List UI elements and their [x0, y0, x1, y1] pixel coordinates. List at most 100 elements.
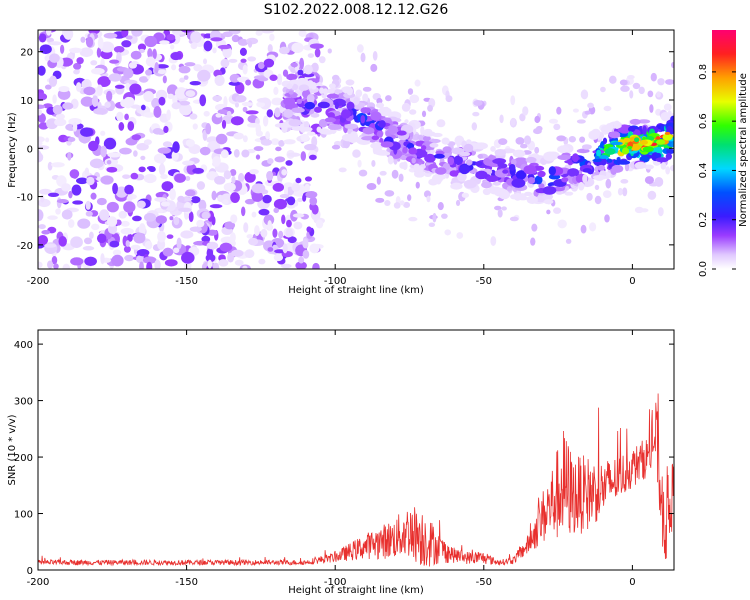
heatmap-cell: [69, 47, 83, 53]
heatmap-cell: [298, 256, 305, 264]
heatmap-cell: [144, 35, 158, 48]
heatmap-cell: [513, 157, 528, 165]
heatmap-cell: [269, 74, 278, 82]
heatmap-cell: [193, 64, 203, 72]
heatmap-cell: [38, 150, 42, 162]
heatmap-cell: [669, 164, 674, 172]
heatmap-cell: [302, 126, 313, 132]
heatmap-cell: [327, 48, 332, 54]
heatmap-cell: [537, 170, 546, 178]
heatmap-cell: [267, 44, 273, 53]
heatmap-cell: [241, 149, 250, 158]
heatmap-cell: [481, 181, 492, 189]
heatmap-cell: [428, 222, 436, 228]
heatmap-cell: [38, 122, 49, 130]
colorbar-tick-label: 0.8: [698, 64, 709, 80]
heatmap-cell: [245, 110, 259, 115]
heatmap-cell: [51, 162, 65, 168]
heatmap-cell: [328, 83, 336, 89]
heatmap-cell: [298, 30, 307, 37]
heatmap-cell: [486, 175, 499, 182]
heatmap-cell: [332, 74, 340, 82]
heatmap-cell: [513, 192, 522, 201]
heatmap-cell: [449, 170, 459, 177]
heatmap-cell: [306, 131, 316, 136]
heatmap-cell: [508, 164, 516, 171]
heatmap-cell: [215, 133, 228, 145]
heatmap-cell: [262, 194, 272, 204]
heatmap-cell: [86, 176, 95, 186]
spectrogram-y-label: Frequency (Hz): [7, 112, 18, 188]
heatmap-cell: [511, 178, 526, 188]
heatmap-cell: [161, 181, 174, 192]
heatmap-cell: [83, 86, 96, 96]
heatmap-cell: [143, 91, 154, 103]
heatmap-cell: [356, 44, 364, 53]
heatmap-cell: [171, 102, 182, 110]
heatmap-cell: [512, 149, 526, 158]
heatmap-cell: [38, 109, 43, 116]
heatmap-cell: [577, 169, 583, 175]
heatmap-cell: [371, 159, 376, 167]
heatmap-cell: [267, 220, 272, 230]
heatmap-cell: [436, 119, 446, 128]
heatmap-cell: [185, 90, 196, 97]
heatmap-cell: [143, 212, 157, 222]
heatmap-cell: [71, 184, 82, 196]
heatmap-cell: [619, 79, 628, 86]
heatmap-cell: [223, 170, 232, 180]
heatmap-cell: [287, 152, 301, 157]
spectrogram-x-tick-label: 0: [629, 276, 635, 287]
heatmap-cell: [288, 90, 294, 95]
heatmap-cell: [654, 176, 664, 187]
heatmap-cell: [125, 82, 130, 91]
heatmap-cell: [409, 109, 417, 115]
heatmap-cell: [611, 164, 624, 173]
heatmap-cell: [106, 166, 118, 173]
heatmap-cell: [311, 62, 319, 73]
heatmap-cell: [456, 172, 467, 182]
heatmap-cell: [160, 201, 170, 207]
heatmap-cell: [318, 128, 330, 135]
heatmap-cell: [116, 111, 124, 122]
heatmap-cell: [477, 154, 484, 159]
heatmap-cell: [199, 94, 207, 107]
heatmap-cell: [288, 119, 302, 127]
heatmap-cell: [219, 242, 233, 252]
heatmap-cell: [231, 249, 244, 257]
heatmap-cell: [327, 112, 336, 119]
heatmap-cell: [579, 136, 586, 143]
heatmap-cell: [301, 72, 315, 78]
heatmap-cell: [286, 219, 292, 228]
heatmap-cell: [120, 220, 130, 227]
heatmap-cell: [91, 95, 99, 107]
heatmap-cell: [393, 202, 401, 209]
heatmap-cell: [671, 61, 674, 68]
heatmap-cell: [214, 74, 225, 87]
heatmap-cell: [111, 254, 124, 267]
heatmap-cell: [152, 48, 157, 60]
heatmap-cell: [230, 192, 240, 203]
heatmap-cell: [145, 56, 156, 67]
heatmap-cell: [174, 173, 186, 183]
heatmap-cell: [38, 234, 49, 246]
heatmap-cell: [164, 259, 178, 267]
heatmap-cell: [44, 243, 57, 248]
snr-x-tick-label: -50: [476, 577, 492, 588]
heatmap-cell: [126, 195, 133, 202]
heatmap-cell: [384, 190, 395, 197]
heatmap-cell: [100, 253, 105, 265]
heatmap-cell: [621, 147, 630, 155]
heatmap-cell: [561, 177, 569, 183]
heatmap-cell: [447, 156, 455, 166]
snr-series-line: [38, 393, 674, 567]
heatmap-cell: [218, 259, 229, 267]
heatmap-cell: [628, 126, 636, 133]
heatmap-cell: [120, 227, 134, 235]
heatmap-cell: [151, 97, 160, 109]
heatmap-cell: [201, 211, 210, 220]
heatmap-cell: [124, 113, 129, 121]
heatmap-cell: [423, 190, 431, 198]
heatmap-cell: [534, 115, 541, 124]
heatmap-cell: [257, 77, 269, 82]
